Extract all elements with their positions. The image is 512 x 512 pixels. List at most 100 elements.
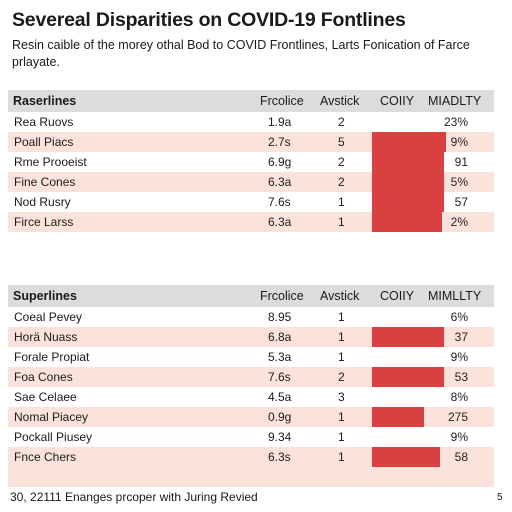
column-header-coiiy: COIIY — [380, 94, 415, 108]
avstick-value: 1 — [338, 310, 345, 324]
mortality-value: 53 — [454, 370, 468, 384]
column-header-name: Superlines — [13, 289, 77, 303]
frcolice-value: 6.8a — [268, 330, 292, 344]
frcolice-value: 1.9a — [268, 115, 292, 129]
row-name: Forale Propiat — [14, 350, 90, 364]
mortality-value: 275 — [447, 410, 468, 424]
row-name: Firce Larss — [14, 215, 74, 229]
frcolice-value: 2.7s — [268, 135, 291, 149]
table-body: Rea Ruovs 1.9a 2 23% Poall Piacs 2.7s 5 9% Rme P… — [8, 112, 494, 232]
avstick-value: 2 — [338, 370, 345, 384]
avstick-value: 2 — [338, 115, 345, 129]
mortality-value: 9% — [450, 430, 468, 444]
mortality-value: 91 — [454, 155, 468, 169]
mortality-bar — [372, 327, 444, 347]
column-header-frcolice: Frcolice — [260, 94, 304, 108]
row-name: Horä Nuass — [14, 330, 78, 344]
table-bottom: Superlines Frcolice Avstick COIIY MIMLLT… — [8, 285, 494, 487]
table-row: Fine Cones 6.3a 2 5% — [8, 172, 494, 192]
frcolice-value: 6.3s — [268, 450, 291, 464]
avstick-value: 1 — [338, 330, 345, 344]
avstick-value: 3 — [338, 390, 345, 404]
table-row: Fnce Chers 6.3s 1 58 — [8, 447, 494, 467]
frcolice-value: 6.3a — [268, 175, 292, 189]
row-name: Poall Piacs — [14, 135, 74, 149]
table-row: Foa Cones 7.6s 2 53 — [8, 367, 494, 387]
page-number: 5 — [497, 492, 503, 503]
row-name: Rme Prooeist — [14, 155, 87, 169]
table-filler-row — [8, 467, 494, 487]
row-name: Foa Cones — [14, 370, 73, 384]
table-row: Sae Celaee 4.5a 3 8% — [8, 387, 494, 407]
mortality-value: 57 — [454, 195, 468, 209]
frcolice-value: 0.9g — [268, 410, 292, 424]
avstick-value: 1 — [338, 350, 345, 364]
mortality-bar — [372, 367, 444, 387]
table-header: Raserlines Frcolice Avstick COIIY MIADLT… — [8, 90, 494, 112]
mortality-bar — [372, 447, 440, 467]
avstick-value: 1 — [338, 450, 345, 464]
mortality-bar — [372, 132, 446, 152]
frcolice-value: 5.3a — [268, 350, 292, 364]
frcolice-value: 4.5a — [268, 390, 292, 404]
table-top: Raserlines Frcolice Avstick COIIY MIADLT… — [8, 90, 494, 252]
row-name: Nod Rusry — [14, 195, 71, 209]
chart-subtitle: Resin caible of the morey othal Bod to C… — [12, 38, 470, 69]
row-name: Sae Celaee — [14, 390, 77, 404]
avstick-value: 2 — [338, 155, 345, 169]
frcolice-value: 6.3a — [268, 215, 292, 229]
column-header-avstick: Avstick — [320, 289, 360, 303]
table-row: Pockall Piusey 9.34 1 9% — [8, 427, 494, 447]
table-row: Nomal Piacey 0.9g 1 275 — [8, 407, 494, 427]
table-row: Horä Nuass 6.8a 1 37 — [8, 327, 494, 347]
mortality-bar — [372, 172, 444, 192]
frcolice-value: 7.6s — [268, 370, 291, 384]
column-header-mortality: MIADLTY — [428, 94, 482, 108]
table-body: Coeal Pevey 8.95 1 6% Horä Nuass 6.8a 1 37 Foral… — [8, 307, 494, 467]
table-row: Firce Larss 6.3a 1 2% — [8, 212, 494, 232]
table-header: Superlines Frcolice Avstick COIIY MIMLLT… — [8, 285, 494, 307]
mortality-bar — [372, 212, 442, 232]
footer-note: 30, 22111 Enanges prcoper with Juring Re… — [10, 490, 258, 504]
frcolice-value: 9.34 — [268, 430, 292, 444]
mortality-bar — [372, 407, 424, 427]
table-row: Forale Propiat 5.3a 1 9% — [8, 347, 494, 367]
table-row: Poall Piacs 2.7s 5 9% — [8, 132, 494, 152]
column-header-frcolice: Frcolice — [260, 289, 304, 303]
mortality-value: 58 — [454, 450, 468, 464]
frcolice-value: 6.9g — [268, 155, 292, 169]
mortality-value: 37 — [454, 330, 468, 344]
mortality-bar — [372, 192, 444, 212]
table-row: Nod Rusry 7.6s 1 57 — [8, 192, 494, 212]
avstick-value: 1 — [338, 410, 345, 424]
column-header-mortality: MIMLLTY — [428, 289, 482, 303]
avstick-value: 5 — [338, 135, 345, 149]
column-header-coiiy: COIIY — [380, 289, 415, 303]
mortality-value: 2% — [450, 215, 468, 229]
mortality-value: 8% — [450, 390, 468, 404]
table-filler-row — [8, 232, 494, 252]
mortality-value: 9% — [450, 350, 468, 364]
avstick-value: 1 — [338, 430, 345, 444]
column-header-name: Raserlines — [13, 94, 77, 108]
row-name: Coeal Pevey — [14, 310, 83, 324]
row-name: Rea Ruovs — [14, 115, 74, 129]
row-name: Pockall Piusey — [14, 430, 93, 444]
frcolice-value: 7.6s — [268, 195, 291, 209]
avstick-value: 2 — [338, 175, 345, 189]
avstick-value: 1 — [338, 195, 345, 209]
table-row: Rea Ruovs 1.9a 2 23% — [8, 112, 494, 132]
frcolice-value: 8.95 — [268, 310, 292, 324]
mortality-value: 9% — [450, 135, 468, 149]
chart-title: Severeal Disparities on COVID-19 Fontlin… — [12, 9, 406, 31]
mortality-value: 5% — [450, 175, 468, 189]
mortality-bar — [372, 152, 444, 172]
mortality-value: 23% — [443, 115, 468, 129]
table-row: Rme Prooeist 6.9g 2 91 — [8, 152, 494, 172]
column-header-avstick: Avstick — [320, 94, 360, 108]
avstick-value: 1 — [338, 215, 345, 229]
row-name: Nomal Piacey — [14, 410, 89, 424]
row-name: Fine Cones — [14, 175, 76, 189]
row-name: Fnce Chers — [14, 450, 77, 464]
table-row: Coeal Pevey 8.95 1 6% — [8, 307, 494, 327]
